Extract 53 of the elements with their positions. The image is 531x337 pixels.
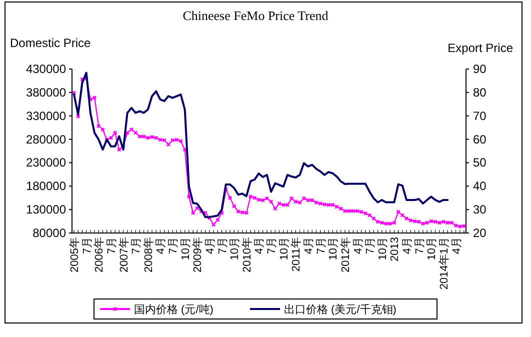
y-tick-label: 230000: [26, 156, 66, 170]
x-tick-label: 4月: [204, 237, 216, 254]
y-tick-label: 380000: [26, 85, 66, 100]
y-tick-label: 80000: [32, 226, 66, 240]
y2-tick-label: 40: [473, 179, 487, 194]
x-tick-label: 7月: [168, 237, 180, 254]
x-tick-label: 10月: [426, 237, 438, 260]
y2-axis-title: Export Price: [448, 41, 514, 55]
y-tick-label: 130000: [26, 202, 66, 217]
x-tick-label: 10月: [376, 237, 389, 260]
x-tick-label: 10月: [278, 237, 290, 260]
x-tick-label: 7月: [364, 237, 377, 254]
chart-title: Chineese FeMo Price Trend: [182, 8, 329, 23]
y2-tick-label: 60: [473, 132, 487, 146]
x-tick-label: 7月: [315, 237, 328, 254]
y-axis-title: Domestic Price: [10, 36, 92, 50]
y2-tick-label: 30: [473, 202, 487, 217]
x-tick-label: 4月: [254, 237, 266, 254]
x-tick-label: 7月: [130, 237, 143, 254]
x-tick-label: 2009年: [192, 237, 204, 272]
x-tick-label: 10月: [180, 237, 192, 260]
x-tick-label: 2014年1月: [438, 237, 450, 290]
x-tick-label: 2008年: [142, 237, 155, 272]
x-tick-label: 10月: [328, 237, 340, 260]
y-tick-label: 280000: [26, 132, 66, 146]
legend-label: 国内价格 (元/吨): [134, 303, 214, 316]
y-tick-label: 430000: [26, 62, 66, 76]
x-tick-label: 4月: [352, 237, 364, 254]
x-tick-label: 4月: [450, 237, 463, 254]
x-tick-label: 7月: [106, 237, 118, 254]
y2-tick-label: 80: [473, 85, 487, 100]
x-tick-label: 4月: [303, 237, 315, 254]
x-tick-label: 2005年: [69, 237, 81, 272]
x-tick-label: 7月: [81, 237, 94, 254]
legend-label: 出口价格 (美元/千克钼): [284, 303, 396, 316]
x-tick-label: 7月: [216, 237, 229, 254]
x-tick-label: 2011年: [290, 237, 303, 272]
y2-tick-label: 50: [473, 156, 487, 170]
x-tick-label: 2012年: [340, 237, 352, 272]
x-tick-label: 4月: [402, 237, 414, 254]
x-tick-label: 2010年: [241, 237, 254, 272]
x-tick-label: 2013: [389, 237, 402, 262]
x-tick-label: 7月: [266, 237, 278, 254]
x-tick-label: 2007年: [118, 237, 130, 272]
y-tick-label: 180000: [26, 179, 66, 194]
x-tick-label: 10月: [229, 237, 242, 260]
x-tick-label: 2006年: [94, 237, 106, 272]
y2-tick-label: 70: [473, 108, 487, 123]
y2-tick-label: 90: [473, 62, 487, 76]
y-tick-label: 330000: [26, 108, 66, 123]
x-tick-label: 4月: [155, 237, 168, 254]
y2-tick-label: 20: [473, 226, 487, 240]
x-tick-label: 7月: [414, 237, 426, 254]
